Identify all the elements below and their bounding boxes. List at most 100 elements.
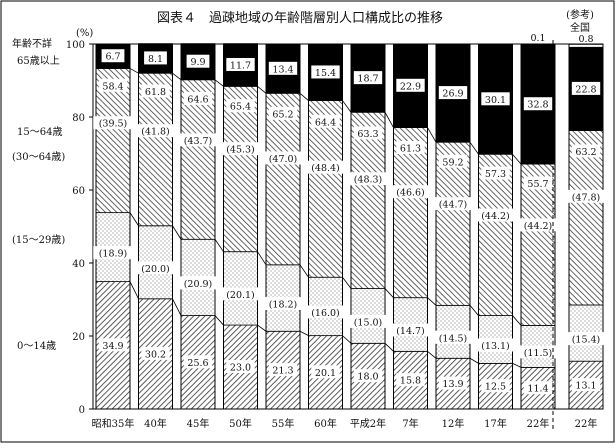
data-label-15-64-box bbox=[268, 106, 298, 120]
data-label-30-64-box bbox=[433, 197, 473, 211]
x-tick-label: 50年 bbox=[229, 417, 252, 430]
data-label-15-29: (20.9) bbox=[184, 279, 213, 290]
data-label-15-29-box bbox=[135, 261, 176, 275]
x-tick-label: 17年 bbox=[484, 417, 507, 430]
connector-line bbox=[512, 315, 522, 326]
data-label-0-14-box bbox=[481, 379, 510, 393]
bar-segment-age30_64 bbox=[393, 127, 428, 299]
data-label-30-64: (43.7) bbox=[184, 136, 213, 147]
data-label-0-14-box bbox=[226, 360, 255, 374]
data-label-15-29-box bbox=[348, 314, 388, 328]
data-label-0-14: 25.6 bbox=[187, 358, 208, 369]
connector-line bbox=[427, 351, 437, 359]
connector-line bbox=[129, 68, 139, 74]
data-label-0-14-box bbox=[141, 346, 170, 360]
data-label-30-64: (44.2) bbox=[524, 221, 553, 232]
data-label-0-14: 13.1 bbox=[575, 381, 596, 392]
data-label-0-14: 34.9 bbox=[102, 341, 123, 352]
x-tick-label: 60年 bbox=[314, 417, 337, 430]
data-label-15-64: 64.6 bbox=[187, 94, 208, 105]
data-label-65: 30.1 bbox=[485, 95, 506, 106]
data-label-30-64-box bbox=[475, 208, 516, 222]
legend-entry: (15～29歳) bbox=[12, 234, 65, 246]
legend: 年齢不詳 65歳以上 15～64歳 (30～64歳) (15～29歳) 0～14歳 bbox=[12, 37, 65, 352]
data-label-65: 6.7 bbox=[105, 52, 120, 63]
data-label-65: 18.7 bbox=[357, 74, 378, 85]
data-label-15-64-box bbox=[141, 84, 170, 98]
data-label-65: 32.8 bbox=[527, 100, 548, 111]
data-label-15-29-box bbox=[305, 305, 346, 319]
x-tick-label: 平成2年 bbox=[350, 417, 386, 430]
connector-line bbox=[129, 281, 139, 299]
y-unit-label: (%) bbox=[76, 28, 93, 39]
bar-outline bbox=[568, 43, 604, 410]
connector-line bbox=[172, 298, 182, 316]
data-label-0-14-box bbox=[353, 369, 383, 383]
data-label-0-14-box bbox=[183, 355, 213, 369]
data-label-30-64-box bbox=[220, 142, 261, 156]
x-tick-label: 45年 bbox=[187, 417, 210, 430]
data-label-15-64: 65.2 bbox=[272, 109, 293, 120]
bar-segment-age30_64 bbox=[265, 92, 301, 266]
data-label-30-64: (39.5) bbox=[99, 119, 128, 130]
data-label-30-64-box bbox=[305, 160, 346, 174]
legend-entry: (30～64歳) bbox=[12, 151, 65, 163]
data-label-unknown: 0.8 bbox=[578, 34, 593, 45]
data-label-15-64-box bbox=[183, 91, 213, 105]
data-label-65-box bbox=[186, 54, 210, 68]
connector-line bbox=[469, 141, 479, 155]
data-label-15-29-box bbox=[518, 345, 558, 359]
data-label-15-64-box bbox=[311, 114, 340, 128]
data-label-30-64: (48.3) bbox=[354, 175, 383, 186]
data-label-15-29-box bbox=[220, 287, 261, 301]
data-label-65-box bbox=[438, 86, 468, 100]
connector-line bbox=[427, 127, 437, 143]
connector-line bbox=[342, 335, 352, 344]
bar-segment-age30_64 bbox=[520, 163, 556, 326]
data-label-15-29: (18.2) bbox=[269, 300, 298, 311]
data-label-15-64: 59.2 bbox=[442, 157, 463, 168]
x-tick-label: 55年 bbox=[272, 417, 295, 430]
data-label-65-box bbox=[144, 51, 167, 65]
data-label-0-14-box bbox=[396, 373, 425, 387]
data-label-30-64: (47.0) bbox=[269, 154, 298, 165]
data-label-15-29-box bbox=[475, 338, 516, 352]
data-label-65: 15.4 bbox=[315, 68, 336, 79]
connector-lines bbox=[129, 68, 522, 368]
data-label-15-64: 63.3 bbox=[357, 129, 378, 140]
data-label-65-box bbox=[311, 65, 340, 79]
data-label-30-64-box bbox=[178, 133, 218, 147]
connector-line bbox=[512, 363, 522, 368]
data-label-65-box bbox=[481, 92, 510, 106]
connector-line bbox=[384, 112, 394, 128]
data-label-0-14-box bbox=[438, 376, 468, 390]
data-label-15-64-box bbox=[481, 166, 510, 180]
data-label-15-29-box bbox=[93, 246, 133, 260]
bar-outline bbox=[95, 43, 131, 410]
data-label-unknown: 0.1 bbox=[530, 33, 545, 44]
data-label-30-64-box bbox=[263, 151, 303, 165]
x-tick-label: 22年 bbox=[527, 417, 550, 430]
bar-segment-age30_64 bbox=[138, 72, 173, 227]
connector-line bbox=[257, 251, 267, 266]
legend-entry: 65歳以上 bbox=[17, 55, 60, 67]
data-label-15-64-box bbox=[523, 176, 553, 190]
data-label-30-64: (44.7) bbox=[439, 200, 468, 211]
connector-line bbox=[172, 72, 182, 81]
data-label-15-64-box bbox=[571, 144, 601, 158]
bar-outline bbox=[478, 43, 513, 410]
y-tick-label: 80 bbox=[72, 113, 85, 124]
data-label-15-64-box bbox=[353, 126, 383, 140]
data-label-0-14: 21.3 bbox=[272, 366, 293, 377]
data-label-0-14-box bbox=[268, 363, 298, 377]
data-label-15-29: (13.1) bbox=[481, 341, 510, 352]
data-label-15-29-box bbox=[263, 297, 303, 311]
data-label-0-14-box bbox=[523, 381, 553, 395]
connector-line bbox=[469, 357, 479, 364]
connector-line bbox=[299, 92, 309, 101]
data-label-0-14-box bbox=[98, 338, 128, 352]
data-label-0-14: 15.8 bbox=[400, 376, 421, 387]
data-label-30-64: (44.2) bbox=[481, 211, 510, 222]
connector-line bbox=[214, 239, 224, 252]
x-tick-label: 12年 bbox=[442, 417, 465, 430]
